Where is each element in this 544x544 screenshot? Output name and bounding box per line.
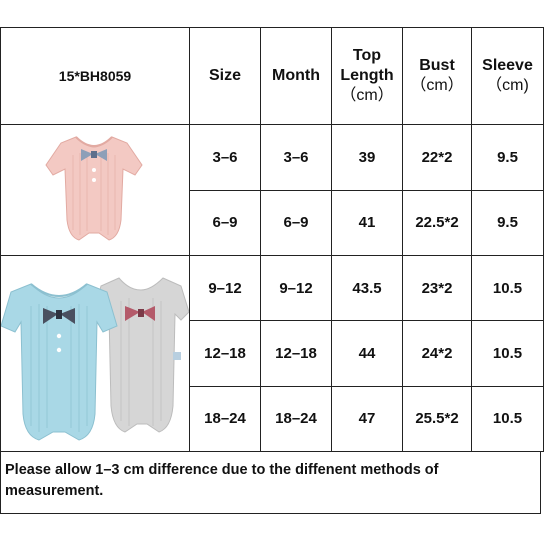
table-row: 12–18 12–18 44 24*2 10.5 [1,320,544,387]
size-header: Size [189,27,261,125]
top-length-unit: （cm） [340,87,394,104]
top-length-header: Top Length （cm） [331,27,403,125]
sleeve-cell: 9.5 [471,189,544,256]
top-length-line1: Top [352,47,382,64]
month-cell: 18–24 [260,385,332,453]
blue-grey-romper-photo [0,255,190,452]
top-length-cell: 41 [331,189,403,256]
sleeve-cell: 10.5 [471,254,544,322]
size-cell: 9–12 [189,254,261,322]
size-cell: 3–6 [189,124,261,191]
top-length-line2: Length [340,67,394,84]
table-row: 9–12 9–12 43.5 23*2 10.5 [0,254,544,452]
pink-romper-icon [1,125,189,255]
top-length-cell: 39 [331,124,403,191]
bust-cell: 24*2 [402,320,472,387]
table-row: 18–24 18–24 47 25.5*2 10.5 [1,385,544,453]
sleeve-cell: 9.5 [471,124,544,191]
sleeve-unit: （cm) [486,77,529,94]
size-table: 15*BH8059 Size Month Top Length （cm） Bus… [0,27,544,453]
month-cell: 6–9 [260,189,332,256]
size-cell: 6–9 [189,189,261,256]
pink-romper-photo [0,124,190,256]
top-length-cell: 43.5 [331,254,403,322]
table-row: 6–9 6–9 41 22.5*2 9.5 [1,189,544,256]
sleeve-line1: Sleeve [482,57,533,74]
table-row: 3–6 3–6 39 22*2 9.5 [0,124,544,256]
bust-cell: 25.5*2 [402,385,472,453]
month-cell: 3–6 [260,124,332,191]
bust-line1: Bust [419,57,455,74]
size-cell: 18–24 [189,385,261,453]
top-length-cell: 44 [331,320,403,387]
month-cell: 9–12 [260,254,332,322]
bust-cell: 22*2 [402,124,472,191]
bust-header: Bust （cm） [402,27,472,125]
size-cell: 12–18 [189,320,261,387]
sleeve-header: Sleeve （cm) [471,27,544,125]
month-header: Month [260,27,332,125]
bust-cell: 23*2 [402,254,472,322]
sleeve-cell: 10.5 [471,385,544,453]
bust-unit: （cm） [410,77,464,94]
sleeve-cell: 10.5 [471,320,544,387]
top-length-cell: 47 [331,385,403,453]
bust-cell: 22.5*2 [402,189,472,256]
sku-cell: 15*BH8059 [0,27,190,125]
size-chart: 15*BH8059 Size Month Top Length （cm） Bus… [0,27,544,516]
measurement-note: Please allow 1–3 cm difference due to th… [0,451,541,514]
header-row: 15*BH8059 Size Month Top Length （cm） Bus… [0,27,544,125]
month-cell: 12–18 [260,320,332,387]
blue-grey-romper-icon [1,256,189,451]
